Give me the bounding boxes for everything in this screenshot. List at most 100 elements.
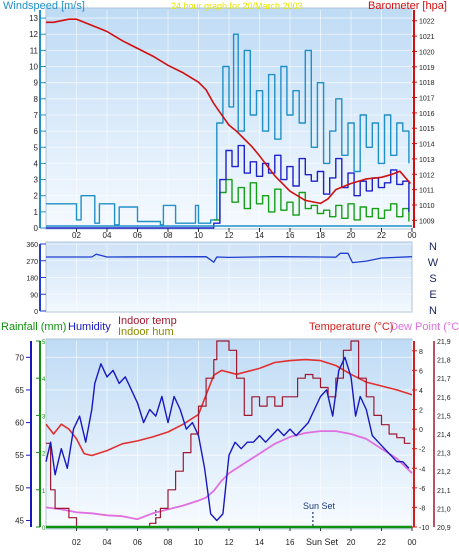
y2-tick-label: 1016 — [419, 111, 435, 118]
wind-average-line — [46, 33, 410, 226]
y-tick-label: 8 — [34, 95, 39, 104]
rain-tick-label: 5 — [42, 340, 46, 346]
dir-tick-label: 90 — [30, 292, 38, 299]
y-tick-label: 10 — [29, 63, 38, 72]
y2-tick-label: 1017 — [419, 96, 435, 103]
y-tick-label: 11 — [30, 46, 39, 55]
barometer-axis-label: Barometer [hpa] — [368, 0, 447, 12]
y-tick-label: 0 — [34, 224, 39, 233]
temp-tick-label: 2 — [419, 408, 423, 415]
y-tick-label: 2 — [34, 192, 39, 201]
y-tick-label: 13 — [29, 14, 38, 23]
dir-tick-label: 180 — [26, 276, 38, 283]
dewpoint-axis-label: Dew Point (°C) — [390, 321, 459, 333]
indoor-tick-label: 21,0 — [437, 506, 451, 513]
indoor-tick-label: 21,3 — [437, 451, 451, 458]
dir-tick-label: 360 — [26, 242, 38, 249]
temp-tick-label: 0 — [419, 427, 423, 434]
x-tick-label: 06 — [133, 538, 142, 547]
y2-tick-label: 1019 — [419, 65, 435, 72]
indoor-tick-label: 21,2 — [437, 469, 451, 476]
temperature-axis-label: Temperature (°C) — [309, 321, 393, 333]
indoor-tick-label: 21,4 — [437, 432, 451, 439]
indoor-tick-label: 21,1 — [437, 488, 451, 495]
rain-tick-label: 1 — [42, 489, 46, 495]
dir-tick-label: 270 — [26, 259, 38, 266]
sunset-axis-annotation: Sun Set — [306, 537, 339, 547]
dewpoint-line — [45, 430, 413, 521]
x-tick-label: 00 — [408, 231, 417, 240]
x-tick-label: 22 — [377, 231, 386, 240]
humidity-tick-label: 45 — [15, 516, 24, 525]
rainfall-axis-label: Rainfall (mm) — [1, 321, 66, 333]
rain-tick-label: 4 — [42, 377, 46, 383]
y-tick-label: 4 — [34, 159, 39, 168]
x-tick-label: 14 — [255, 538, 264, 547]
y-tick-label: 6 — [34, 127, 39, 136]
compass-letter-n: N — [429, 305, 437, 317]
x-tick-label: 12 — [225, 231, 234, 240]
temp-tick-label: -10 — [419, 525, 429, 532]
compass-letter-n: N — [429, 241, 437, 253]
x-tick-label: 12 — [225, 538, 234, 547]
y-tick-label: 1 — [34, 208, 39, 217]
indoor-hum-label: Indoor hum — [118, 326, 174, 338]
indoor-tick-label: 20,9 — [437, 525, 451, 532]
temp-tick-label: -2 — [419, 447, 425, 454]
x-tick-label: 16 — [286, 231, 295, 240]
y2-tick-label: 1018 — [419, 80, 435, 87]
wind-direction-line — [46, 252, 413, 264]
x-tick-label: 08 — [164, 538, 173, 547]
y-tick-label: 5 — [34, 143, 39, 152]
x-tick-label: 14 — [255, 231, 264, 240]
temp-tick-label: -8 — [419, 505, 425, 512]
humidity-line — [45, 356, 410, 522]
x-tick-label: 22 — [377, 538, 386, 547]
humidity-tick-label: 70 — [15, 353, 24, 362]
x-tick-label: 16 — [286, 538, 295, 547]
x-tick-label: 20 — [347, 231, 356, 240]
temp-tick-label: -4 — [419, 466, 425, 473]
humidity-tick-label: 60 — [15, 419, 24, 428]
y2-tick-label: 1013 — [419, 157, 435, 164]
y-tick-label: 3 — [34, 176, 39, 185]
indoor-temp-label: Indoor temp — [118, 315, 177, 327]
humidity-tick-label: 65 — [15, 386, 24, 395]
x-tick-label: 10 — [194, 538, 203, 547]
compass-letter-e: E — [429, 289, 436, 301]
y2-tick-label: 1014 — [419, 142, 435, 149]
x-tick-label: 18 — [316, 231, 325, 240]
x-tick-label: 04 — [103, 231, 112, 240]
rain-tick-label: 2 — [42, 452, 46, 458]
humidity-tick-label: 50 — [15, 484, 24, 493]
indoor-tick-label: 21,7 — [437, 376, 451, 383]
x-tick-label: 06 — [133, 231, 142, 240]
x-tick-label: 10 — [194, 231, 203, 240]
indoor-tick-label: 21,8 — [437, 358, 451, 365]
y-tick-label: 7 — [34, 111, 39, 120]
x-tick-label: 02 — [72, 538, 81, 547]
x-tick-label: 02 — [72, 231, 81, 240]
y2-tick-label: 1020 — [419, 49, 435, 56]
humidity-tick-label: 55 — [15, 451, 24, 460]
barometer-line — [46, 18, 412, 205]
y-tick-label: 9 — [34, 79, 39, 88]
windspeed-axis-label: Windspeed [m/s] — [3, 0, 85, 12]
sunset-annotation: Sun Set — [303, 501, 336, 511]
y2-tick-label: 1022 — [419, 19, 435, 26]
y2-tick-label: 1009 — [419, 218, 435, 225]
chart-title: 24 hour graph for 20/March 2003 — [171, 1, 303, 11]
y2-tick-label: 1012 — [419, 172, 435, 179]
x-tick-label: 00 — [408, 538, 417, 547]
temp-tick-label: 6 — [419, 368, 423, 375]
compass-letter-s: S — [429, 273, 436, 285]
y-tick-label: 12 — [29, 30, 38, 39]
indoor-tick-label: 21,9 — [437, 339, 451, 346]
x-tick-label: 08 — [164, 231, 173, 240]
indoor-tick-label: 21,6 — [437, 395, 451, 402]
humidity-axis-label: Humidity — [68, 321, 111, 333]
temp-tick-label: 4 — [419, 388, 423, 395]
y2-tick-label: 1010 — [419, 203, 435, 210]
rain-tick-label: 0 — [42, 526, 46, 532]
